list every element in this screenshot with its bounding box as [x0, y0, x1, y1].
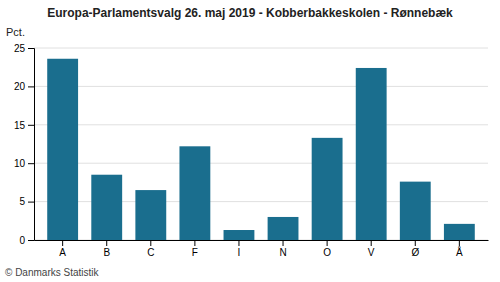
y-tick-mark	[28, 163, 34, 164]
x-tick: Ø	[411, 240, 419, 258]
x-tick-mark	[283, 240, 284, 246]
bar	[444, 224, 475, 240]
x-tick-label: N	[279, 247, 286, 258]
bar	[224, 230, 255, 240]
bar	[356, 68, 387, 240]
y-tick-label: 0	[19, 235, 25, 246]
y-tick: 20	[14, 81, 34, 92]
x-tick-label: Ø	[411, 247, 419, 258]
y-tick: 15	[14, 120, 34, 131]
bar	[135, 190, 166, 240]
x-tick-mark	[415, 240, 416, 246]
x-tick-mark	[459, 240, 460, 246]
x-tick-mark	[106, 240, 107, 246]
x-tick: F	[192, 240, 198, 258]
x-tick-label: B	[103, 247, 110, 258]
y-tick: 25	[14, 43, 34, 54]
bar	[400, 182, 431, 240]
x-tick-mark	[371, 240, 372, 246]
x-tick-mark	[62, 240, 63, 246]
x-tick: A	[59, 240, 66, 258]
y-tick-mark	[28, 240, 34, 241]
chart: Europa-Parlamentsvalg 26. maj 2019 - Kob…	[0, 0, 500, 282]
x-tick: I	[238, 240, 241, 258]
grid-line	[34, 124, 488, 125]
y-tick: 10	[14, 158, 34, 169]
bar	[268, 217, 299, 240]
y-tick-label: 15	[14, 120, 26, 131]
x-tick: Å	[456, 240, 463, 258]
x-tick-mark	[194, 240, 195, 246]
y-tick-label: 20	[14, 81, 26, 92]
y-axis-line	[28, 49, 35, 241]
grid-line	[34, 163, 488, 164]
bar	[179, 146, 210, 240]
x-tick-mark	[327, 240, 328, 246]
x-tick-label: F	[192, 247, 198, 258]
bar	[91, 175, 122, 240]
x-tick: N	[279, 240, 286, 258]
footer: © Danmarks Statistik	[5, 267, 100, 278]
y-tick: 5	[19, 196, 34, 207]
x-tick: V	[368, 240, 375, 258]
x-tick: C	[147, 240, 154, 258]
y-tick-mark	[28, 48, 34, 49]
x-tick-mark	[150, 240, 151, 246]
y-tick-mark	[28, 202, 34, 203]
y-tick-mark	[28, 125, 34, 126]
x-axis-line	[35, 240, 489, 241]
x-tick-label: V	[368, 247, 375, 258]
y-tick-label: 10	[14, 158, 26, 169]
x-tick-label: Å	[456, 246, 463, 258]
y-axis: 0 5 10 15 20 25	[14, 43, 35, 246]
title: Europa-Parlamentsvalg 26. maj 2019 - Kob…	[47, 6, 453, 20]
x-tick: O	[323, 240, 331, 258]
x-tick-label: A	[59, 247, 66, 258]
x-tick-label: I	[238, 247, 241, 258]
bar	[47, 59, 78, 240]
grid-line	[34, 48, 488, 49]
x-tick-label: O	[323, 247, 331, 258]
x-tick-mark	[238, 240, 239, 246]
x-tick: B	[103, 240, 110, 258]
y-tick-mark	[28, 86, 34, 87]
y-tick-label: 5	[19, 196, 25, 207]
grid	[34, 48, 488, 240]
bars	[47, 59, 475, 240]
y-axis-label: Pct.	[6, 26, 25, 38]
plot: 0 5 10 15 20 25 A B C F I N O V Ø Å	[14, 43, 489, 258]
bar	[312, 138, 343, 240]
x-tick-label: C	[147, 247, 154, 258]
grid-line	[34, 86, 488, 87]
x-axis: ABCFINOVØÅ	[35, 240, 489, 258]
y-tick: 0	[19, 235, 34, 246]
y-tick-label: 25	[14, 43, 26, 54]
